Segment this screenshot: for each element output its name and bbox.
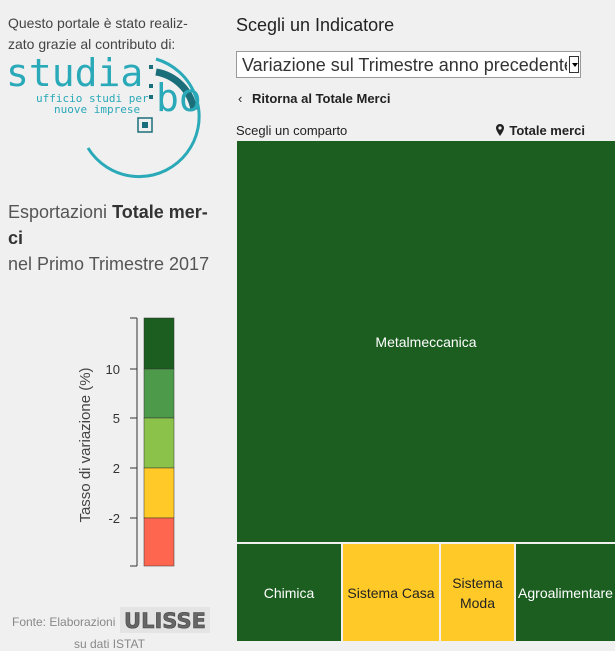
chevron-down-icon[interactable] [569, 56, 579, 73]
treemap-cell-label: Metalmeccanica [375, 333, 477, 350]
color-legend: Tasso di variazione (%) 10 5 2 -2 [60, 300, 220, 590]
treemap: Metalmeccanica Chimica Sistema Casa Sist… [237, 141, 615, 641]
ulisse-logo-text: ULISSE [124, 609, 206, 633]
studiabo-logo[interactable]: studia bo ufficio studi per nuove impres… [6, 51, 216, 181]
logo-dot-3 [149, 95, 153, 99]
logo-dot-2 [149, 84, 153, 88]
headline: Esportazioni Totale mer- ci nel Primo Tr… [8, 199, 216, 277]
indicator-select[interactable]: Variazione sul Trimestre anno precedente [236, 51, 581, 78]
logo-ring [86, 57, 201, 179]
logo-word-bo: bo [156, 76, 202, 120]
choose-sector-label: Scegli un comparto [236, 123, 348, 138]
scope-breadcrumb[interactable]: Totale merci [496, 123, 585, 138]
treemap-cell-agroalimentare[interactable]: Agroalimentare [516, 544, 615, 641]
treemap-cell-sistema-moda[interactable]: Sistema Moda [441, 544, 514, 641]
logo-tagline-1: ufficio studi per [36, 92, 149, 105]
back-link[interactable]: ‹ Ritorna al Totale Merci [238, 91, 390, 106]
treemap-cell-metalmeccanica[interactable]: Metalmeccanica [237, 141, 615, 542]
chevron-left-icon: ‹ [238, 91, 243, 106]
indicator-select-value: Variazione sul Trimestre anno precedente [242, 55, 567, 75]
treemap-cell-chimica[interactable]: Chimica [237, 544, 341, 641]
legend-axis-label: Tasso di variazione (%) [77, 367, 94, 522]
legend-tick-label-10: 10 [106, 362, 120, 377]
ulisse-logo[interactable]: ULISSE [120, 607, 210, 633]
legend-tick-label-2: 2 [113, 461, 120, 476]
back-link-label: Ritorna al Totale Merci [252, 91, 391, 106]
legend-swatches [143, 317, 175, 567]
logo-box-inner [142, 122, 148, 128]
treemap-cell-label: Chimica [263, 584, 315, 601]
legend-swatch-5-10 [143, 368, 175, 419]
logo-dot-1 [149, 65, 153, 69]
legend-swatch-2-5 [143, 417, 175, 469]
legend-tick-label-minus2: -2 [108, 511, 120, 526]
map-pin-icon [496, 124, 505, 136]
logo-word-studia: studia [6, 56, 143, 95]
logo-inner-ring [155, 68, 198, 111]
headline-suffix: nel Primo Trimestre 2017 [8, 254, 210, 274]
legend-swatch-above-10 [143, 317, 175, 370]
scope-label: Totale merci [509, 123, 585, 138]
logo-tagline-2: nuove imprese [54, 103, 140, 116]
legend-tick-label-5: 5 [113, 411, 120, 426]
legend-swatch-minus2-2 [143, 467, 175, 519]
treemap-cell-sistema-casa[interactable]: Sistema Casa [343, 544, 439, 641]
treemap-cell-label: Sistema Casa [347, 584, 435, 601]
source-note: Fonte: Elaborazioni ULISSE su dati ISTAT [12, 607, 222, 651]
treemap-cell-label: Agroalimentare [518, 584, 613, 601]
source-prefix: Fonte: Elaborazioni [12, 615, 116, 629]
panel-title: Scegli un Indicatore [236, 15, 395, 35]
logo-box-outer [137, 117, 153, 133]
legend-swatch-below-minus2 [143, 517, 175, 567]
source-suffix: su dati ISTAT [74, 637, 145, 651]
headline-prefix: Esportazioni [8, 202, 113, 222]
headline-bold: Totale mer- ci [8, 202, 208, 248]
credit-text: Questo portale è stato realiz- zato graz… [8, 15, 188, 52]
treemap-cell-label: Sistema Moda [452, 574, 503, 611]
